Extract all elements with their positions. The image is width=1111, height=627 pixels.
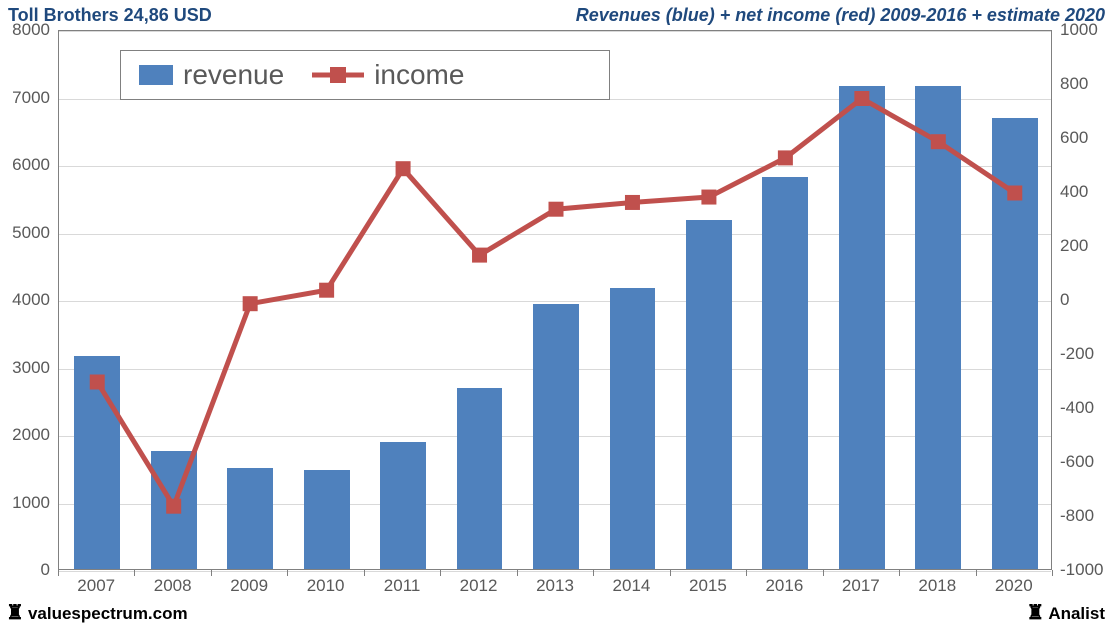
bar — [686, 220, 732, 569]
y-left-label: 4000 — [0, 290, 50, 310]
footer-left: ♜valuespectrum.com — [6, 603, 188, 624]
bar — [762, 177, 808, 569]
legend-label: revenue — [183, 59, 284, 91]
x-tick — [899, 570, 900, 576]
y-right-label: 800 — [1060, 74, 1088, 94]
y-left-label: 8000 — [0, 20, 50, 40]
x-tick — [58, 570, 59, 576]
gridline — [59, 571, 1051, 572]
y-left-label: 0 — [0, 560, 50, 580]
title-right: Revenues (blue) + net income (red) 2009-… — [576, 5, 1105, 26]
y-right-label: 400 — [1060, 182, 1088, 202]
y-right-label: -1000 — [1060, 560, 1103, 580]
x-tick — [746, 570, 747, 576]
x-label: 2010 — [307, 576, 345, 596]
bar — [74, 356, 120, 569]
x-tick — [287, 570, 288, 576]
legend-label: income — [374, 59, 464, 91]
x-label: 2015 — [689, 576, 727, 596]
x-label: 2007 — [77, 576, 115, 596]
legend-swatch-line — [312, 65, 364, 85]
y-right-label: 1000 — [1060, 20, 1098, 40]
x-tick — [593, 570, 594, 576]
y-right-label: -400 — [1060, 398, 1094, 418]
x-label: 2012 — [460, 576, 498, 596]
x-tick — [1052, 570, 1053, 576]
x-label: 2011 — [384, 576, 421, 596]
footer-right: ♜Analist — [1026, 603, 1105, 624]
x-tick — [517, 570, 518, 576]
x-tick — [364, 570, 365, 576]
bar — [304, 470, 350, 569]
x-label: 2018 — [918, 576, 956, 596]
legend: revenue income — [120, 50, 610, 100]
x-tick — [670, 570, 671, 576]
y-left-label: 6000 — [0, 155, 50, 175]
bar — [839, 86, 885, 569]
title-bar: Toll Brothers 24,86 USD Revenues (blue) … — [0, 0, 1111, 28]
x-label: 2020 — [995, 576, 1033, 596]
y-left-label: 7000 — [0, 88, 50, 108]
bar — [227, 468, 273, 569]
bar — [457, 388, 503, 569]
x-tick — [134, 570, 135, 576]
y-right-label: -600 — [1060, 452, 1094, 472]
line-marker — [473, 248, 487, 262]
plot-area — [58, 30, 1052, 570]
footer: ♜valuespectrum.com ♜Analist — [0, 601, 1111, 627]
x-label: 2016 — [765, 576, 803, 596]
bar — [992, 118, 1038, 569]
legend-item: revenue — [139, 59, 284, 91]
line-marker — [702, 190, 716, 204]
bar — [380, 442, 426, 569]
x-label: 2013 — [536, 576, 574, 596]
gridline — [59, 166, 1051, 167]
bar — [533, 304, 579, 569]
y-right-label: 200 — [1060, 236, 1088, 256]
line-marker — [396, 162, 410, 176]
x-label: 2014 — [613, 576, 651, 596]
y-left-label: 1000 — [0, 493, 50, 513]
chart-root: Toll Brothers 24,86 USD Revenues (blue) … — [0, 0, 1111, 627]
x-tick — [976, 570, 977, 576]
bar — [610, 288, 656, 569]
legend-item: income — [312, 59, 464, 91]
y-right-label: -800 — [1060, 506, 1094, 526]
line-marker — [549, 202, 563, 216]
x-tick — [211, 570, 212, 576]
y-left-label: 2000 — [0, 425, 50, 445]
y-left-label: 5000 — [0, 223, 50, 243]
y-right-label: -200 — [1060, 344, 1094, 364]
rook-icon: ♜ — [1026, 602, 1044, 624]
bar — [151, 451, 197, 569]
gridline — [59, 301, 1051, 302]
x-label: 2008 — [154, 576, 192, 596]
y-right-label: 0 — [1060, 290, 1069, 310]
line-marker — [625, 195, 639, 209]
gridline — [59, 234, 1051, 235]
bar — [915, 86, 961, 569]
legend-swatch-bar — [139, 65, 173, 85]
footer-left-text: valuespectrum.com — [28, 604, 188, 623]
y-right-label: 600 — [1060, 128, 1088, 148]
line-marker — [778, 151, 792, 165]
x-tick — [823, 570, 824, 576]
x-label: 2009 — [230, 576, 268, 596]
gridline — [59, 31, 1051, 32]
x-label: 2017 — [842, 576, 880, 596]
line-marker — [243, 297, 257, 311]
x-tick — [440, 570, 441, 576]
y-left-label: 3000 — [0, 358, 50, 378]
footer-right-text: Analist — [1048, 604, 1105, 623]
line-marker — [320, 283, 334, 297]
rook-icon: ♜ — [6, 602, 24, 624]
